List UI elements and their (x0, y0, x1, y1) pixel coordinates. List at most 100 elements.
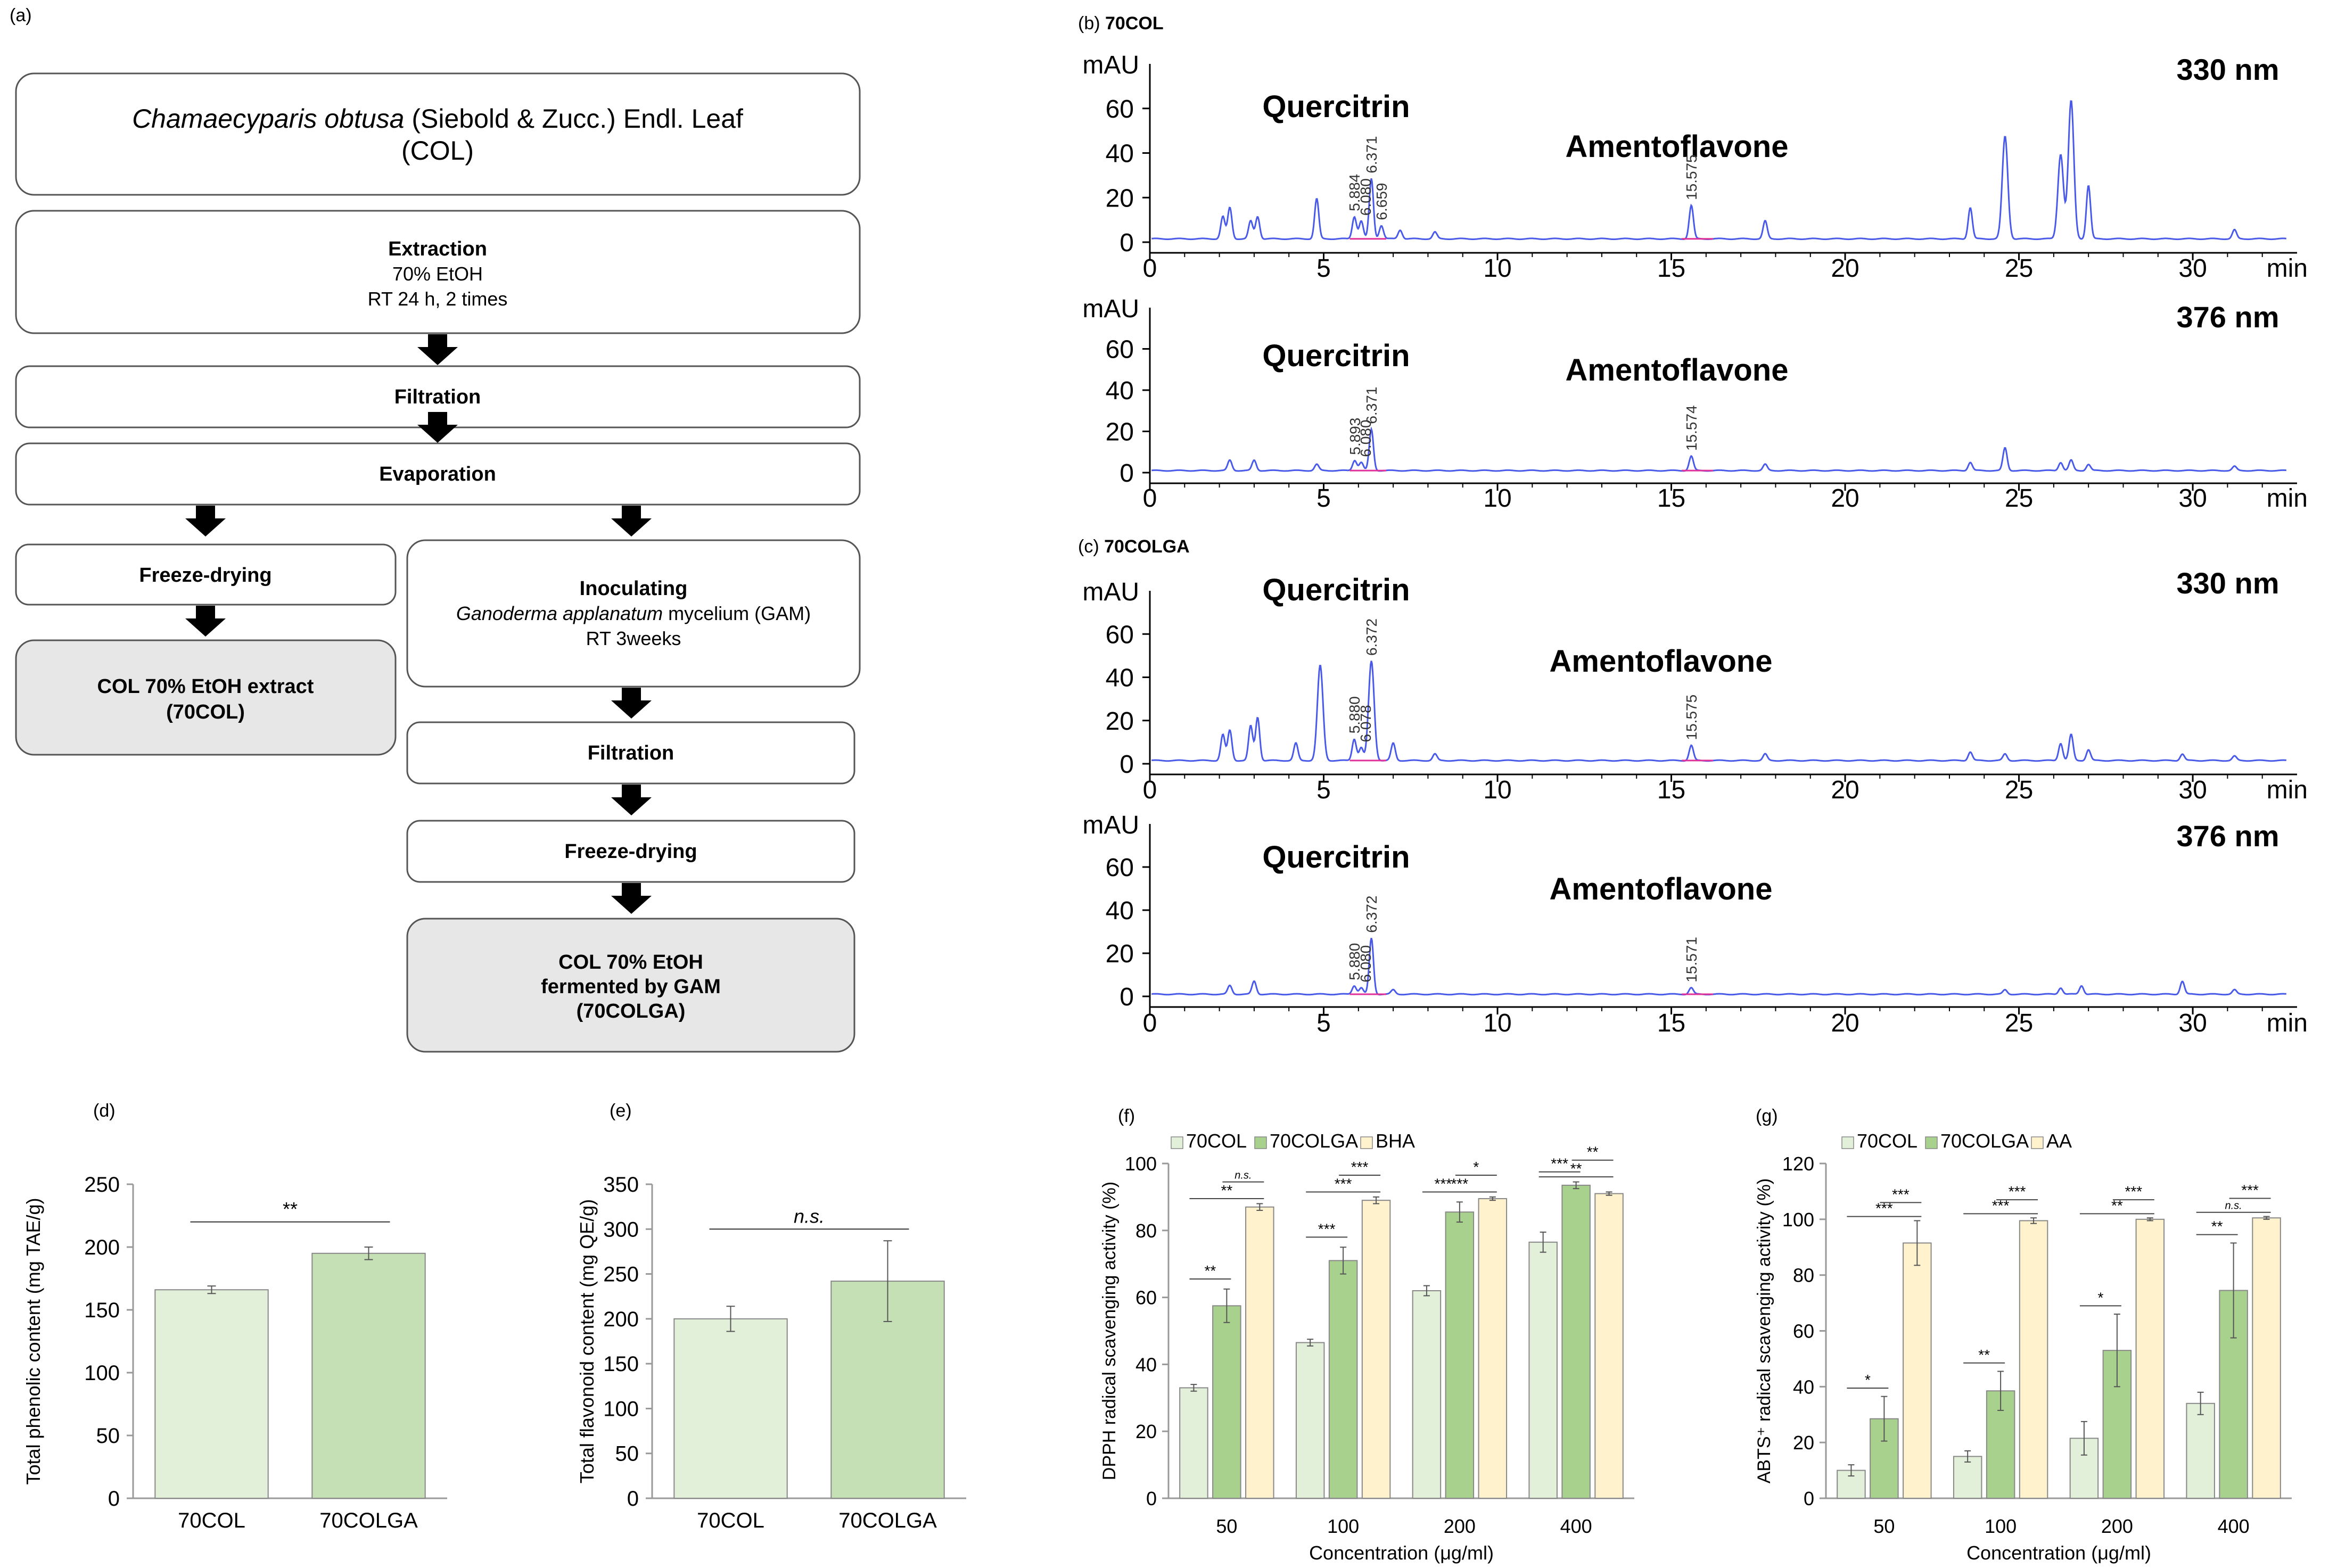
inoculating-organism: Ganoderma applanatum mycelium (GAM) (456, 603, 811, 624)
significance-label: * (1473, 1159, 1479, 1175)
bar (1328, 1260, 1358, 1499)
compound-label-quercitrin: Quercitrin (1262, 573, 1410, 607)
x-tick-label: 20 (1831, 776, 1859, 804)
y-tick-label: 0 (1120, 750, 1134, 779)
y-tick-label: 0 (1804, 1488, 1814, 1509)
freeze-drying2-box (406, 820, 855, 883)
y-tick-label: 0 (1146, 1488, 1157, 1509)
grouped-bar-chart-g: 0 20 40 60 80 100 120 ABTS⁺ radical scavenging … (1754, 1130, 2292, 1564)
y-tick-label: 40 (1106, 377, 1134, 405)
legend-label: 70COLGA (1940, 1130, 2029, 1152)
flow-arrows (185, 334, 652, 914)
legend-label: 70COL (1857, 1130, 1917, 1152)
compound-label-quercitrin: Quercitrin (1262, 89, 1410, 124)
compound-label-amentoflavone: Amentoflavone (1550, 872, 1773, 906)
y-tick-label: 150 (603, 1352, 639, 1376)
arrow-down-icon (417, 334, 458, 365)
y-tick-label: 120 (1782, 1153, 1814, 1175)
arrow-down-icon (611, 506, 652, 537)
bar (154, 1289, 269, 1499)
y-tick-label: 40 (1135, 1354, 1157, 1375)
extraction-box (15, 210, 861, 334)
y-tick-label: 80 (1135, 1220, 1157, 1242)
y-tick-label: 60 (1106, 95, 1134, 123)
peak-label: 5.880 (1346, 943, 1363, 980)
fermented-line1: COL 70% EtOH (558, 951, 703, 973)
y-tick-label: 60 (1106, 336, 1134, 364)
y-tick-label: 250 (603, 1263, 639, 1286)
y-tick-label: 80 (1793, 1265, 1814, 1286)
chromatogram-trace (1151, 426, 2286, 472)
chromatogram-c-330: 0 20 40 60 mAU 0 5 10 15 20 25 30 min 330 nm Quercitri… (1082, 566, 2308, 804)
y-tick-label: 0 (108, 1487, 120, 1511)
peak-label: 15.574 (1683, 405, 1700, 451)
y-tick-label: 20 (1106, 184, 1134, 212)
x-tick-label: 0 (1143, 776, 1157, 804)
significance-label: *** (1892, 1186, 1910, 1202)
y-tick-label: 100 (84, 1361, 120, 1385)
x-tick-label: 0 (1143, 254, 1157, 283)
inoculating-box (406, 539, 861, 688)
x-tick-label: 5 (1316, 776, 1331, 804)
peak-label: 6.080 (1357, 178, 1374, 216)
y-tick-label: 20 (1106, 418, 1134, 447)
x-tick-label: 0 (1143, 1009, 1157, 1037)
wavelength-title: 376 nm (2177, 819, 2279, 853)
bar (1594, 1193, 1624, 1499)
x-axis-label: min (2267, 776, 2308, 804)
filtration2-label: Filtration (588, 742, 674, 764)
y-tick-label: 60 (1135, 1287, 1157, 1309)
legend-label: 70COL (1186, 1130, 1247, 1152)
y-axis-label: DPPH radical scavenging activity (%) (1099, 1182, 1120, 1480)
compound-label-amentoflavone: Amentoflavone (1566, 129, 1789, 164)
category-label: 400 (2218, 1515, 2250, 1537)
panel-label-d: (d) (93, 1101, 116, 1121)
significance-label: ** (1587, 1144, 1599, 1160)
y-axis-label: mAU (1082, 51, 1139, 79)
y-tick-label: 20 (1793, 1432, 1814, 1454)
bar (1212, 1305, 1241, 1499)
category-label: 50 (1216, 1515, 1237, 1537)
freeze-drying-label: Freeze-drying (139, 564, 271, 587)
y-tick-label: 40 (1106, 140, 1134, 168)
x-axis-label: Concentration (μg/ml) (1966, 1542, 2151, 1564)
bar (1179, 1387, 1208, 1499)
peak-label: 6.659 (1373, 183, 1390, 220)
significance-label: n.s. (2225, 1200, 2242, 1212)
x-tick-label: 15 (1657, 776, 1685, 804)
y-tick-label: 20 (1135, 1421, 1157, 1442)
y-tick-label: 60 (1106, 854, 1134, 882)
legend-swatch (1360, 1136, 1373, 1149)
col-extract-line1: COL 70% EtOH extract (97, 675, 314, 698)
y-tick-label: 100 (1782, 1209, 1814, 1231)
significance-label: ** (2111, 1197, 2123, 1214)
chromatogram-c-376: 0 20 40 60 mAU 0 5 10 15 20 25 30 min 376 nm Quercitri… (1082, 811, 2308, 1037)
peak-label: 15.571 (1683, 937, 1700, 983)
significance-label: n.s. (794, 1205, 825, 1227)
peak-label: 6.372 (1363, 618, 1380, 656)
fermented-line2: fermented by GAM (541, 976, 721, 998)
x-tick-label: 10 (1483, 776, 1511, 804)
bar (2252, 1217, 2281, 1499)
arrow-down-icon (611, 785, 652, 815)
y-axis-label: Total phenolic content (mg TAE/g) (22, 1198, 44, 1485)
wavelength-title: 376 nm (2177, 300, 2279, 334)
category-label: 100 (1985, 1515, 2017, 1537)
grouped-bar-chart-f: 0 20 40 60 80 100 DPPH radical scavenging acti… (1099, 1130, 1634, 1564)
y-tick-label: 40 (1793, 1376, 1814, 1398)
arrow-down-icon (417, 412, 458, 443)
category-label: 70COLGA (319, 1509, 418, 1532)
category-label: 50 (1873, 1515, 1895, 1537)
legend-swatch (1925, 1136, 1938, 1149)
bar (1412, 1290, 1442, 1499)
significance-label: * (1865, 1372, 1871, 1388)
col-extract-line2: (70COL) (166, 701, 245, 723)
fermented-box (406, 918, 855, 1053)
chromatogram-trace (1151, 938, 2286, 996)
legend-label: 70COLGA (1270, 1130, 1358, 1152)
category-label: 100 (1327, 1515, 1359, 1537)
y-tick-label: 50 (615, 1442, 639, 1466)
legend-swatch (1171, 1136, 1183, 1149)
